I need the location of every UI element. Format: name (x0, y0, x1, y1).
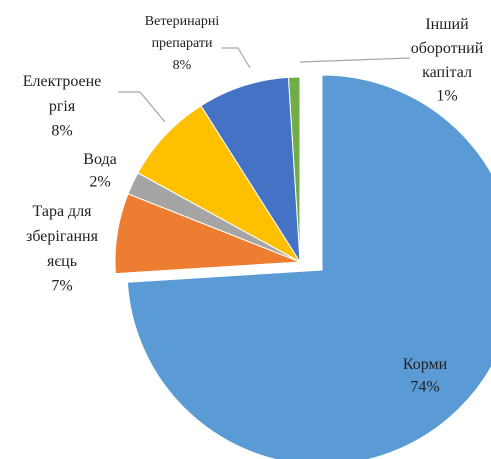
slice-label-line: яєць (47, 253, 77, 270)
slice-label: Електроене ргія (23, 73, 102, 115)
slice-label-line: Корми (403, 356, 448, 373)
pie-slice (137, 105, 301, 263)
slice-value-label: 8% (51, 123, 72, 140)
slice-label-line: препарати (152, 36, 213, 51)
slice-value-label: 74% (410, 379, 439, 396)
slice-label: Тара для зберігання яєць (26, 203, 99, 270)
slice-label-line: ргія (49, 98, 76, 115)
slice-label-line: оборотний (411, 40, 484, 57)
slice-label: Ветеринарні препарати (145, 14, 220, 51)
slice-label: Вода (83, 151, 116, 168)
slice-label: Інший оборотний капітал (411, 16, 484, 81)
slice-value-label: 2% (89, 174, 110, 191)
slice-label: Корми (403, 356, 448, 373)
slice-label-line: Електроене (23, 73, 102, 90)
slice-value-label: 1% (436, 88, 457, 105)
slice-label-line: Інший (425, 16, 469, 33)
slice-label-line: Тара для (32, 203, 92, 220)
slice-label-line: зберігання (26, 228, 99, 245)
pie-slice (200, 76, 301, 263)
leader-line (118, 91, 166, 123)
slice-value-label: 8% (173, 58, 192, 73)
pie-slice (126, 74, 491, 459)
slice-label-line: Вода (83, 151, 116, 168)
slice-label-line: капітал (422, 64, 472, 81)
leader-line (299, 57, 411, 63)
leader-line (222, 47, 251, 69)
slice-label-line: Ветеринарні (145, 14, 220, 29)
pie-slice (114, 193, 301, 275)
slice-value-label: 7% (51, 278, 72, 295)
